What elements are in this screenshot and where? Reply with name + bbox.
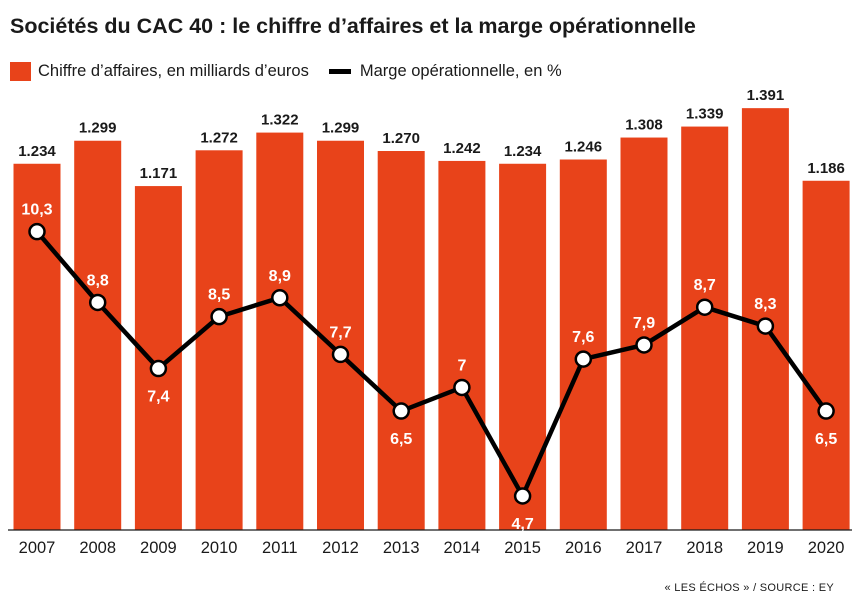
legend-swatch-bar <box>10 61 31 81</box>
revenue-bar <box>195 150 243 530</box>
x-tick-label: 2010 <box>201 539 238 557</box>
revenue-bar <box>802 180 850 531</box>
source-note: « LES ÉCHOS » / SOURCE : EY <box>664 582 834 594</box>
revenue-value-label: 1.308 <box>625 117 663 134</box>
x-tick-label: 2018 <box>686 539 723 557</box>
chart-title: Sociétés du CAC 40 : le chiffre d’affair… <box>10 14 696 38</box>
margin-point <box>513 487 532 505</box>
revenue-value-label: 1.299 <box>322 120 360 137</box>
margin-point <box>210 307 228 326</box>
margin-line-layer <box>28 222 835 505</box>
revenue-bar <box>74 140 122 531</box>
x-tick-label: 2007 <box>19 539 56 557</box>
margin-value-label: 7,9 <box>633 315 655 332</box>
margin-value-label: 8,8 <box>87 272 109 289</box>
revenue-bar <box>13 163 61 530</box>
margin-value-label: 7,7 <box>329 324 351 341</box>
margin-point <box>392 402 410 420</box>
margin-value-label: 7,4 <box>147 389 169 406</box>
x-tick-label: 2017 <box>626 539 663 557</box>
margin-value-label: 8,7 <box>694 277 716 294</box>
margin-point <box>635 336 653 354</box>
x-tick-label: 2008 <box>79 539 116 557</box>
revenue-value-label: 1.186 <box>807 160 845 177</box>
x-tick-label: 2014 <box>444 539 481 557</box>
revenue-value-label: 1.242 <box>443 140 481 157</box>
revenue-value-label: 1.322 <box>261 112 299 129</box>
revenue-value-label: 1.171 <box>140 165 178 182</box>
margin-line <box>35 230 828 499</box>
revenue-value-label: 1.234 <box>504 143 542 160</box>
margin-value-label: 8,3 <box>754 296 776 313</box>
margin-point <box>817 402 835 420</box>
revenue-bars <box>8 108 852 531</box>
revenue-value-label: 1.391 <box>747 87 785 104</box>
margin-value-label: 4,7 <box>511 516 533 533</box>
margin-value-label: 6,5 <box>815 431 837 448</box>
revenue-value-label: 1.270 <box>382 130 420 147</box>
revenue-bar <box>317 140 364 531</box>
legend-item-revenue: Chiffre d’affaires, en milliards d’euros <box>10 61 309 81</box>
margin-point <box>271 289 289 307</box>
margin-point <box>331 345 350 364</box>
revenue-bar <box>134 186 182 531</box>
margin-point <box>756 317 775 335</box>
revenue-bar <box>499 163 547 530</box>
legend-swatch-line <box>328 68 351 74</box>
revenue-bar <box>256 132 304 531</box>
revenue-value-label: 1.234 <box>18 143 56 160</box>
x-tick-label: 2015 <box>504 539 541 557</box>
margin-value-label: 6,5 <box>390 431 412 448</box>
x-tick-label: 2012 <box>322 539 359 557</box>
margin-point <box>574 350 593 368</box>
margin-value-label: 8,5 <box>208 287 230 304</box>
revenue-value-label: 1.299 <box>79 120 117 137</box>
revenue-bar <box>377 151 425 531</box>
revenue-bar <box>559 159 607 530</box>
legend-item-margin: Marge opérationnelle, en % <box>328 61 562 81</box>
margin-point <box>88 293 107 312</box>
legend: Chiffre d’affaires, en milliards d’euros… <box>10 61 562 81</box>
x-tick-label: 2019 <box>747 539 784 557</box>
margin-point <box>453 378 471 397</box>
margin-point <box>695 298 714 316</box>
margin-point <box>149 359 168 378</box>
margin-value-label: 8,9 <box>269 268 291 285</box>
x-tick-label: 2016 <box>565 539 602 557</box>
revenue-bar <box>438 160 486 531</box>
labels-layer: 1.234 2007 1.299 2008 1.171 2009 1.272 2010 1.32… <box>18 87 845 557</box>
margin-value-label: 10,3 <box>21 202 52 219</box>
revenue-value-label: 1.246 <box>565 139 603 156</box>
margin-point <box>28 222 46 241</box>
legend-label-revenue: Chiffre d’affaires, en milliards d’euros <box>38 61 309 80</box>
x-tick-label: 2013 <box>383 539 420 557</box>
margin-value-label: 7,6 <box>572 329 594 346</box>
revenue-value-label: 1.339 <box>686 106 724 123</box>
x-tick-label: 2011 <box>262 539 297 557</box>
x-tick-label: 2020 <box>808 539 845 557</box>
revenue-value-label: 1.272 <box>200 129 238 146</box>
revenue-bar <box>681 126 729 531</box>
legend-label-margin: Marge opérationnelle, en % <box>359 61 562 80</box>
x-tick-label: 2009 <box>140 539 177 557</box>
margin-value-label: 7 <box>457 357 466 374</box>
